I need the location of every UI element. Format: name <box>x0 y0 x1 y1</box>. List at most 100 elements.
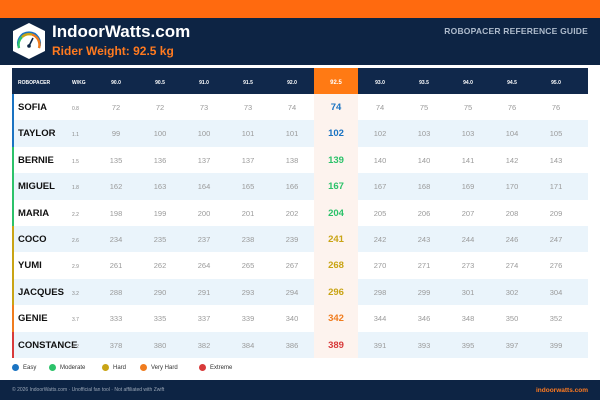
watts-cell: 243 <box>417 235 431 244</box>
watts-cell: 202 <box>285 208 299 218</box>
table-row: BERNIE 1.5 135 136 137 137 138 139 140 140 141 142 1… <box>12 146 588 174</box>
watts-cell: 261 <box>109 261 123 271</box>
watts-cell: 299 <box>417 287 431 297</box>
watts-cell: 74 <box>375 103 385 112</box>
watts-cell: 267 <box>285 261 299 271</box>
watts-cell: 340 <box>285 314 299 324</box>
watts-cell: 304 <box>549 287 563 297</box>
watts-cell: 293 <box>241 287 255 297</box>
watts-cell: 264 <box>197 261 211 271</box>
table-row: CONSTANCE 4.2 378 380 382 384 386 389 391 393 395 3… <box>12 331 588 358</box>
watts-cell: 244 <box>461 235 475 244</box>
table-row: JACQUES 3.2 288 290 291 293 294 296 298 299 301 302… <box>12 278 588 306</box>
watts-cell: 142 <box>505 155 519 165</box>
watts-cell: 346 <box>417 314 431 324</box>
watts-cell: 169 <box>461 182 475 192</box>
watts-cell: 136 <box>153 155 167 165</box>
watts-cell: 237 <box>197 235 211 244</box>
watts-cell: 73 <box>199 103 209 112</box>
watts-cell: 239 <box>285 235 299 244</box>
watts-cell: 100 <box>153 129 167 139</box>
watts-cell: 74 <box>287 103 297 112</box>
watts-cell: 298 <box>373 287 387 297</box>
watts-cell: 209 <box>549 208 563 218</box>
watts-cell: 99 <box>111 129 121 139</box>
wkg-column-header: W/KG <box>72 80 86 86</box>
table-row: TAYLOR 1.1 99 100 100 101 101 102 102 103 103 104 10… <box>12 120 588 147</box>
footer-site-link[interactable]: indoorwatts.com <box>535 387 588 394</box>
watts-cell: 207 <box>461 208 475 218</box>
weight-column-header: 94.5 <box>507 80 517 86</box>
rider-weight-subtitle: Rider Weight: 92.5 kg <box>52 44 174 58</box>
watts-cell: 162 <box>109 182 123 192</box>
watts-cell: 141 <box>461 155 475 165</box>
legend-dot-icon <box>12 364 19 371</box>
weight-column-header: 91.0 <box>199 80 209 86</box>
robopacer-name: GENIE <box>18 313 48 325</box>
watts-cell: 166 <box>285 182 299 192</box>
watts-cell: 105 <box>549 129 563 139</box>
watts-cell: 103 <box>461 129 475 139</box>
robopacer-name: MARIA <box>18 207 50 219</box>
watts-cell: 276 <box>549 261 563 271</box>
watts-cell: 163 <box>153 182 167 192</box>
watts-cell: 339 <box>241 314 255 324</box>
watts-cell: 274 <box>505 261 519 271</box>
footer-copyright: © 2026 IndoorWatts.com · Unofficial fan … <box>12 387 165 393</box>
watts-cell: 242 <box>373 235 387 244</box>
brand-title: IndoorWatts.com <box>52 22 191 41</box>
robopacer-wkg: 4.2 <box>72 343 79 350</box>
watts-cell: 380 <box>153 340 167 350</box>
weight-column-header: 94.0 <box>463 80 473 86</box>
robopacer-name: JACQUES <box>18 286 64 298</box>
robopacer-wkg: 1.5 <box>72 158 79 165</box>
watts-cell: 72 <box>155 103 165 112</box>
difficulty-stripe <box>12 331 14 358</box>
watts-cell: 271 <box>417 261 431 271</box>
watts-cell: 238 <box>241 235 255 244</box>
watts-cell: 235 <box>153 235 167 244</box>
active-watts-cell: 74 <box>314 94 358 121</box>
watts-cell: 143 <box>549 155 563 165</box>
guide-label: ROBOPACER REFERENCE GUIDE <box>444 26 588 36</box>
watts-cell: 395 <box>461 340 475 350</box>
legend-dot-icon <box>49 364 56 371</box>
watts-cell: 103 <box>417 129 431 139</box>
watts-cell: 262 <box>153 261 167 271</box>
robopacer-wkg: 2.6 <box>72 238 79 244</box>
watts-cell: 140 <box>417 155 431 165</box>
weight-column-header: 92.0 <box>287 80 297 86</box>
robopacer-wkg: 0.8 <box>72 106 79 112</box>
active-watts-cell: 268 <box>314 252 358 279</box>
weight-column-header: 92.5 <box>314 68 358 94</box>
weight-column-header: 93.5 <box>419 80 429 86</box>
table-row: YUMI 2.9 261 262 264 265 267 268 270 271 273 274 276 <box>12 252 588 279</box>
difficulty-legend: Easy Moderate Hard Very Hard Extreme <box>12 363 512 373</box>
weight-column-header: 90.5 <box>155 80 165 86</box>
watts-cell: 72 <box>111 103 121 112</box>
watts-cell: 137 <box>197 155 211 165</box>
watts-cell: 234 <box>109 235 123 244</box>
difficulty-stripe <box>12 146 14 174</box>
legend-label: Very Hard <box>151 365 178 371</box>
legend-label: Hard <box>113 365 127 371</box>
active-watts-cell: 342 <box>314 305 358 332</box>
robopacer-name: CONSTANCE <box>18 339 78 351</box>
difficulty-stripe <box>12 173 14 200</box>
watts-cell: 101 <box>241 129 255 139</box>
weight-column-header: 91.5 <box>243 80 253 86</box>
difficulty-stripe <box>12 305 14 332</box>
active-watts-cell: 102 <box>314 120 358 147</box>
watts-cell: 348 <box>461 314 475 324</box>
robopacer-name: MIGUEL <box>18 181 55 193</box>
difficulty-stripe <box>12 252 14 279</box>
active-watts-cell: 139 <box>314 146 358 174</box>
weight-column-header: 93.0 <box>375 80 385 86</box>
robopacer-wkg: 1.1 <box>72 132 79 139</box>
robopacer-wkg: 1.8 <box>72 185 79 192</box>
watts-cell: 301 <box>461 287 475 297</box>
watts-cell: 75 <box>419 103 429 112</box>
weight-column-header: 90.0 <box>111 80 121 86</box>
watts-cell: 165 <box>241 182 255 192</box>
watts-cell: 337 <box>197 314 211 324</box>
